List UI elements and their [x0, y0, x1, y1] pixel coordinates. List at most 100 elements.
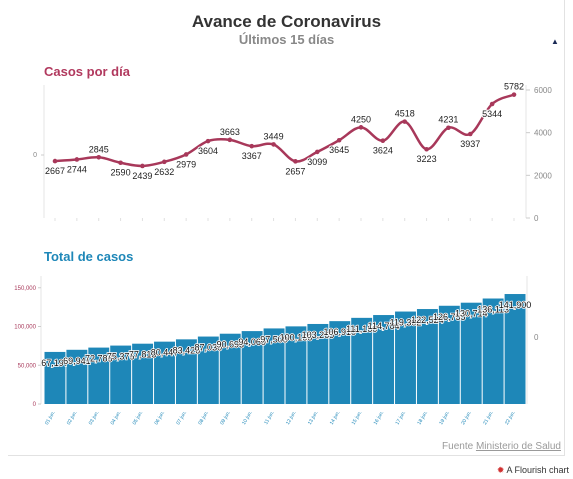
x-axis-category-label: 09 jun.: [219, 410, 232, 426]
daily-cases-point: [205, 138, 211, 144]
daily-cases-data-label: 3367: [242, 151, 262, 161]
total-cases-data-label: 90,693: [216, 340, 244, 350]
x-axis-category-label: 01 jun.: [44, 410, 57, 426]
x-axis-category-label: 18 jun.: [416, 410, 429, 426]
daily-cases-point: [271, 142, 276, 147]
bar-right-axis-tick-label: 0: [534, 333, 539, 342]
daily-cases-data-label: 2632: [154, 167, 174, 177]
daily-cases-point: [424, 146, 429, 152]
daily-cases-point: [183, 152, 189, 157]
daily-cases-point: [402, 119, 408, 124]
x-axis-category-label: 08 jun.: [197, 410, 210, 426]
daily-cases-point: [314, 149, 320, 155]
total-cases-data-label: 119,302: [390, 318, 422, 328]
total-cases-bar: [263, 328, 285, 404]
x-axis-category-label: 12 jun.: [285, 410, 298, 426]
source-note: Fuente Ministerio de Salud: [442, 441, 561, 452]
daily-cases-data-label: 4250: [351, 114, 371, 124]
total-cases-heading: Total de casos: [44, 249, 134, 264]
bar-left-axis-tick-label: 150,000: [14, 286, 36, 292]
x-axis-category-label: 02 jun.: [66, 410, 79, 426]
x-axis-category-label: 04 jun.: [110, 410, 123, 426]
daily-cases-point: [140, 163, 145, 169]
bar-left-axis-tick-label: 100,000: [14, 325, 36, 331]
x-axis-category-label: 06 jun.: [154, 410, 167, 426]
x-axis-category-label: 11 jun.: [263, 410, 276, 426]
total-cases-data-label: 126,755: [433, 312, 466, 322]
total-cases-data-label: 75,376: [107, 352, 135, 362]
total-cases-data-label: 136,113: [477, 305, 509, 315]
daily-cases-point: [380, 138, 386, 143]
daily-cases-data-label: 4231: [438, 115, 458, 125]
total-cases-bar: [197, 336, 219, 404]
daily-cases-data-label: 3663: [220, 127, 240, 137]
total-cases-data-label: 83,426: [173, 345, 201, 355]
total-cases-bar: [460, 302, 482, 404]
total-cases-data-label: 67,197: [41, 358, 69, 368]
x-axis-category-label: 21 jun.: [482, 410, 495, 426]
right-axis-tick-label: 6000: [534, 86, 552, 95]
x-axis-category-label: 19 jun.: [438, 410, 451, 426]
daily-cases-point: [249, 143, 255, 149]
x-axis-category-label: 20 jun.: [460, 410, 473, 426]
x-axis-category-label: 14 jun.: [329, 410, 342, 426]
daily-cases-data-label: 2657: [285, 166, 305, 176]
title-block: Avance de Coronavirus Últimos 15 días: [8, 12, 565, 48]
daily-cases-line: [54, 93, 515, 168]
daily-cases-data-label: 3937: [460, 139, 480, 149]
daily-cases-data-label: 3449: [264, 131, 284, 141]
flourish-credit-label: A Flourish chart: [506, 465, 569, 475]
total-cases-data-label: 80,447: [151, 348, 179, 358]
x-axis-category-label: 16 jun.: [373, 410, 386, 426]
bar-left-axis-tick-label: 50,000: [18, 363, 37, 369]
daily-cases-data-label: 4518: [395, 109, 415, 119]
source-link[interactable]: Ministerio de Salud: [475, 441, 561, 452]
right-axis-tick-label: 4000: [534, 129, 552, 138]
flourish-logo-icon: ✹: [496, 465, 505, 475]
daily-cases-data-label: 3645: [329, 145, 349, 155]
flourish-credit[interactable]: ✹ A Flourish chart: [497, 465, 569, 476]
total-cases-bar: [66, 349, 88, 404]
daily-cases-point: [293, 159, 298, 164]
total-cases-bar: [285, 326, 307, 404]
x-axis-category-label: 15 jun.: [351, 410, 364, 426]
total-cases-bar: [438, 305, 460, 404]
x-axis-category-label: 07 jun.: [175, 410, 188, 426]
total-cases-data-label: 141,900: [499, 300, 532, 310]
total-cases-bar: [219, 333, 241, 404]
total-cases-bar: [110, 345, 132, 404]
right-axis-tick-label: 0: [534, 214, 539, 223]
total-cases-data-label: 77,815: [129, 350, 157, 360]
x-axis-category-label: 03 jun.: [88, 410, 101, 426]
total-cases-data-label: 72,786: [85, 354, 113, 364]
daily-cases-point: [446, 125, 451, 131]
daily-cases-point: [511, 92, 517, 97]
daily-cases-data-label: 3099: [307, 157, 327, 167]
total-cases-data-label: 100,166: [280, 332, 313, 342]
total-cases-bar: [88, 347, 110, 404]
x-axis-category-label: 13 jun.: [307, 410, 320, 426]
total-cases-data-label: 87,030: [195, 343, 223, 353]
daily-cases-data-label: 5344: [482, 109, 502, 119]
x-axis-category-label: 22 jun.: [504, 410, 517, 426]
daily-cases-data-label: 2590: [111, 168, 131, 178]
triangle-up-icon[interactable]: ▲: [551, 37, 559, 46]
total-cases-bar: [482, 298, 504, 404]
x-axis-category-label: 05 jun.: [132, 410, 145, 426]
x-axis-category-label: 17 jun.: [395, 410, 408, 426]
total-cases-bar: [175, 339, 197, 404]
daily-cases-point: [74, 157, 80, 162]
total-cases-data-label: 114,784: [368, 321, 400, 331]
daily-cases-point: [336, 137, 342, 143]
total-cases-data-label: 122,524: [411, 315, 444, 325]
daily-cases-point: [52, 158, 58, 164]
total-cases-data-label: 106,910: [323, 327, 356, 337]
total-cases-bar: [154, 341, 175, 404]
x-axis-category-label: 10 jun.: [241, 410, 254, 426]
total-cases-bar: [329, 321, 351, 404]
chart-title: Avance de Coronavirus: [191, 12, 382, 31]
daily-cases-data-label: 3604: [198, 146, 218, 156]
daily-cases-data-label: 2439: [132, 171, 152, 181]
total-cases-bar: [504, 294, 526, 404]
